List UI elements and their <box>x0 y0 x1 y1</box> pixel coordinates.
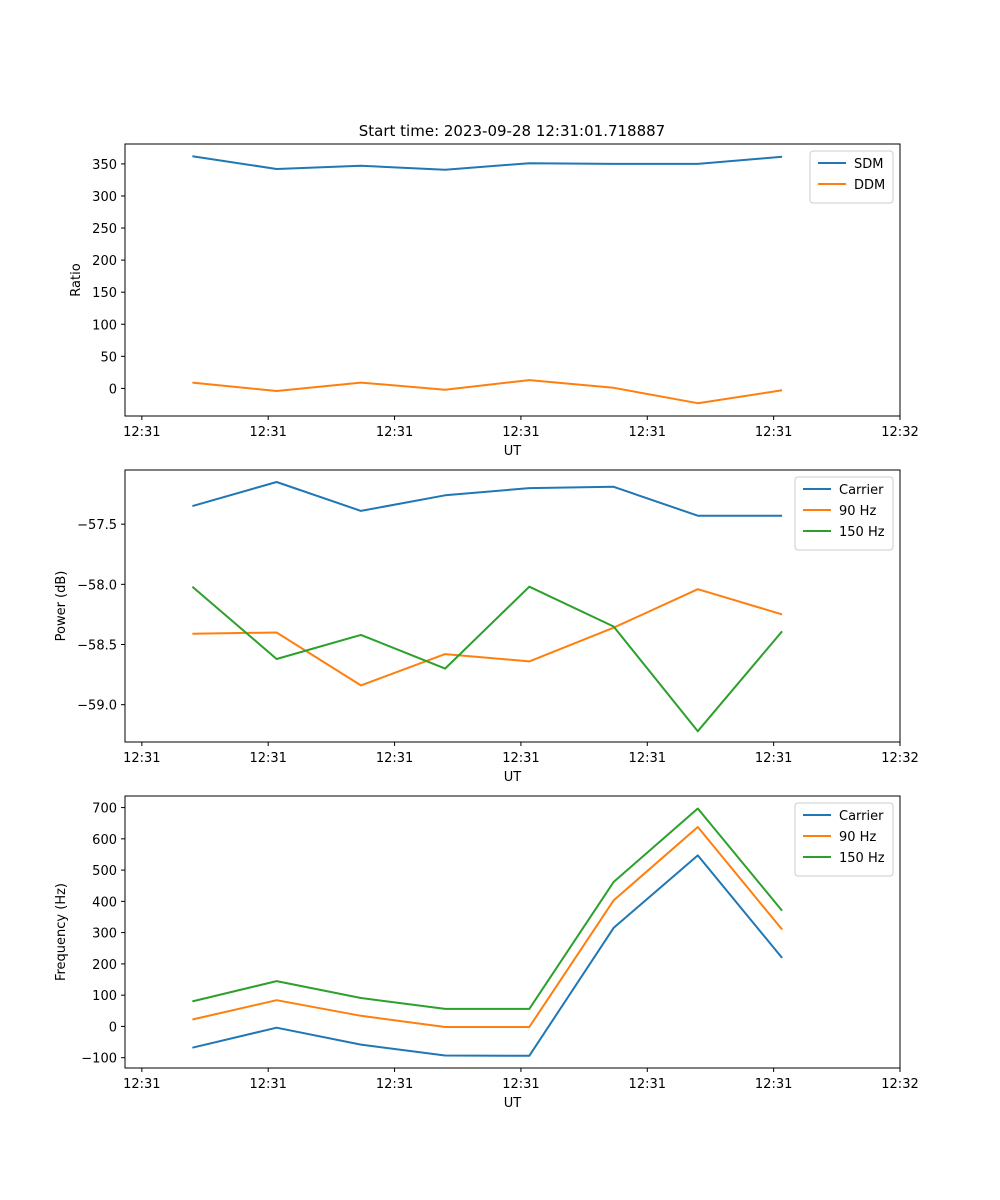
y-tick-label: 350 <box>92 158 117 173</box>
x-tick-label: 12:31 <box>123 751 160 766</box>
y-axis-label: Ratio <box>69 263 84 296</box>
legend-entry: Carrier <box>839 809 884 824</box>
legend: Carrier 90 Hz 150 Hz <box>794 476 894 551</box>
y-tick-label: 50 <box>100 350 117 365</box>
legend-entry: 90 Hz <box>839 830 876 845</box>
y-tick-label: 700 <box>92 802 117 817</box>
y-tick-label: 150 <box>92 286 117 301</box>
y-tick-label: 300 <box>92 190 117 205</box>
y-tick-label: 250 <box>92 222 117 237</box>
x-tick-label: 12:31 <box>755 425 792 440</box>
legend-entry: 150 Hz <box>839 525 885 540</box>
x-tick-label: 12:31 <box>502 751 539 766</box>
y-tick-label: 100 <box>92 989 117 1004</box>
x-tick-label: 12:32 <box>881 425 918 440</box>
y-tick-label: 0 <box>109 382 117 397</box>
x-tick-label: 12:31 <box>629 1077 666 1092</box>
panel-1: 12:31 12:31 12:31 12:31 12:31 12:31 12:32 0 50 10… <box>69 143 919 459</box>
legend-entry: SDM <box>854 157 883 172</box>
x-tick-label: 12:31 <box>376 751 413 766</box>
axes-frame <box>124 143 901 417</box>
x-tick-label: 12:31 <box>629 751 666 766</box>
x-tick-label: 12:31 <box>502 1077 539 1092</box>
legend-entry: 90 Hz <box>839 504 876 519</box>
y-tick-label: 600 <box>92 833 117 848</box>
x-tick-label: 12:32 <box>881 1077 918 1092</box>
y-tick-label: −58.5 <box>77 639 117 654</box>
series-line-carrier <box>192 854 783 1057</box>
axes-frame <box>124 469 901 743</box>
x-tick-label: 12:31 <box>376 425 413 440</box>
y-tick-label: 100 <box>92 318 117 333</box>
x-tick-label: 12:31 <box>249 1077 286 1092</box>
legend-entry: Carrier <box>839 483 884 498</box>
x-tick-label: 12:31 <box>123 425 160 440</box>
x-tick-label: 12:31 <box>123 1077 160 1092</box>
series-line-carrier <box>192 481 783 517</box>
series-line-90-hz <box>192 826 783 1028</box>
x-tick-label: 12:31 <box>249 751 286 766</box>
y-tick-label: 0 <box>109 1020 117 1035</box>
legend: Carrier 90 Hz 150 Hz <box>794 802 894 877</box>
panel-3: 12:31 12:31 12:31 12:31 12:31 12:31 12:32 −100 0… <box>54 795 919 1111</box>
x-tick-label: 12:31 <box>376 1077 413 1092</box>
x-axis-label: UT <box>504 444 522 459</box>
series-line-sdm <box>192 155 783 171</box>
legend-entry: 150 Hz <box>839 851 885 866</box>
legend: SDM DDM <box>809 150 894 204</box>
y-tick-label: 200 <box>92 254 117 269</box>
axes-frame <box>124 795 901 1069</box>
y-tick-label: 300 <box>92 927 117 942</box>
x-tick-label: 12:31 <box>629 425 666 440</box>
series-line-90-hz <box>192 588 783 687</box>
panels: 12:31 12:31 12:31 12:31 12:31 12:31 12:32 0 50 10… <box>54 143 919 1111</box>
x-tick-label: 12:31 <box>249 425 286 440</box>
y-axis-label: Frequency (Hz) <box>54 883 69 981</box>
x-tick-label: 12:31 <box>755 1077 792 1092</box>
chart-title: Start time: 2023-09-28 12:31:01.718887 <box>359 122 665 140</box>
x-axis-label: UT <box>504 1096 522 1111</box>
x-tick-label: 12:31 <box>755 751 792 766</box>
y-axis-label: Power (dB) <box>54 571 69 642</box>
legend-entry: DDM <box>854 178 885 193</box>
series-line-ddm <box>192 379 783 405</box>
x-axis-label: UT <box>504 770 522 785</box>
y-tick-label: −57.5 <box>77 518 117 533</box>
y-tick-label: −58.0 <box>77 578 117 593</box>
series-line-150-hz <box>191 585 783 733</box>
panel-2: 12:31 12:31 12:31 12:31 12:31 12:31 12:32 −59.0… <box>54 469 919 785</box>
x-tick-label: 12:31 <box>502 425 539 440</box>
y-tick-label: 500 <box>92 864 117 879</box>
y-tick-label: −100 <box>81 1052 117 1067</box>
y-tick-label: −59.0 <box>77 699 117 714</box>
series-line-150-hz <box>192 807 783 1010</box>
x-tick-label: 12:32 <box>881 751 918 766</box>
y-tick-label: 200 <box>92 958 117 973</box>
y-tick-label: 400 <box>92 895 117 910</box>
